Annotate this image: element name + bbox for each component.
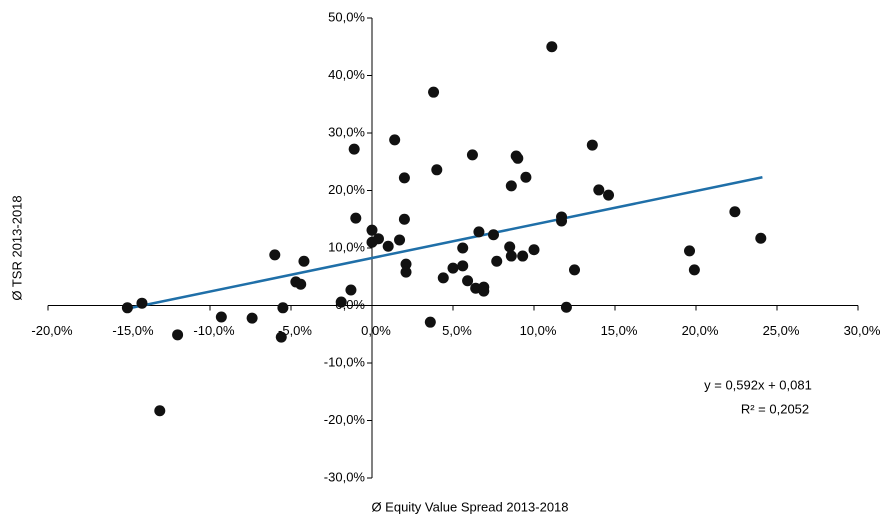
data-point [491,255,503,267]
data-point [298,255,310,267]
x-tick-label: -15,0% [112,323,154,338]
data-point [295,278,307,290]
data-point [520,171,532,183]
data-point [348,143,360,155]
data-point [528,244,540,256]
data-point [688,264,700,276]
data-point [400,266,412,278]
data-point [466,149,478,161]
data-point [400,258,412,270]
data-point [504,241,516,253]
data-point [505,250,517,262]
data-point [603,189,615,201]
x-tick-label: -20,0% [31,323,73,338]
x-tick-label: 0,0% [361,323,391,338]
x-tick-label: -5,0% [278,323,312,338]
y-tick-label: -10,0% [324,354,366,369]
trend-r-squared: R² = 0,2052 [741,401,809,416]
data-point [398,172,410,184]
data-point [512,152,524,164]
data-point [478,285,490,297]
data-point [473,226,485,238]
data-point [546,41,558,53]
data-point [556,211,568,223]
x-tick-label: 25,0% [763,323,800,338]
y-tick-label: 20,0% [328,182,365,197]
data-point [215,311,227,323]
data-point [335,296,347,308]
data-point [569,264,580,276]
trendline [125,176,763,311]
x-tick-label: 15,0% [601,323,638,338]
data-point [269,249,281,261]
data-point [488,229,499,241]
data-point [593,184,605,196]
data-point [755,232,767,244]
data-point [345,284,357,296]
data-point [684,245,696,257]
data-point [457,242,469,254]
data-point [372,233,384,245]
y-tick-label: 30,0% [328,124,365,139]
data-point [517,250,529,262]
y-tick-label: 40,0% [328,67,365,82]
y-axis-title: Ø TSR 2013-2018 [9,195,24,300]
data-point [586,139,598,151]
data-point [154,405,166,417]
data-point [136,297,148,309]
data-point [246,312,258,324]
y-tick-label: -20,0% [324,412,366,427]
data-point [457,260,469,272]
data-point [394,234,406,246]
data-point [462,275,474,287]
data-point [275,331,287,343]
data-point [447,262,459,274]
data-point [431,164,443,176]
y-tick-label: 50,0% [328,9,365,24]
y-tick-label: 10,0% [328,239,365,254]
data-point [505,180,517,192]
x-axis-title: Ø Equity Value Spread 2013-2018 [371,499,568,514]
data-point [398,213,410,225]
data-point [729,206,741,218]
data-point [424,316,436,328]
data-point [437,272,449,284]
data-point [121,302,133,314]
data-point [350,212,362,224]
data-point [428,86,440,98]
data-point [382,240,394,252]
data-point [172,329,184,341]
x-tick-label: -10,0% [193,323,235,338]
x-tick-label: 10,0% [520,323,557,338]
data-point [366,224,378,236]
x-tick-label: 30,0% [844,323,881,338]
x-tick-label: 5,0% [442,323,472,338]
trend-equation: y = 0,592x + 0,081 [704,377,812,392]
y-tick-label: -30,0% [324,469,366,484]
data-point [389,134,401,146]
data-point [277,302,289,314]
x-tick-label: 20,0% [682,323,719,338]
data-point [560,301,572,313]
